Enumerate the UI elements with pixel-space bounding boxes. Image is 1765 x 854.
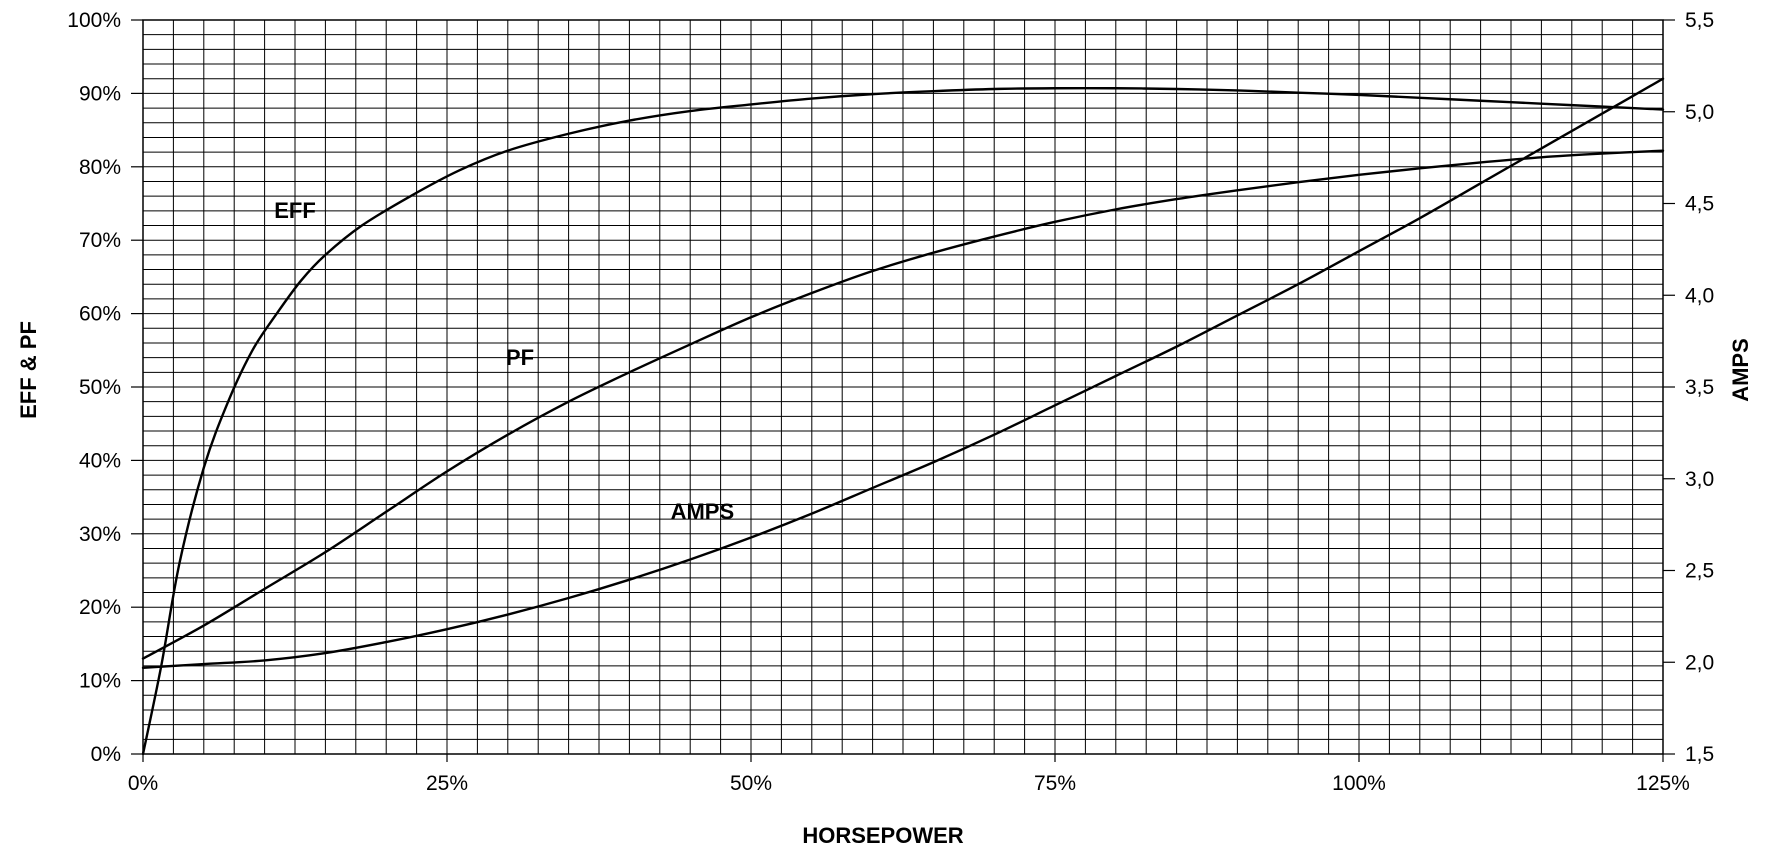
right-tick-label: 4,0 — [1685, 284, 1714, 307]
x-axis-title: HORSEPOWER — [802, 823, 963, 848]
series-line-pf — [141, 149, 1665, 660]
left-tick-label: 20% — [79, 596, 121, 619]
right-axis: 1,5 2,0 2,5 3,0 3,5 4,0 4,5 5,0 5,5 — [1663, 9, 1714, 766]
right-tick-label: 4,5 — [1685, 193, 1714, 216]
chart-grid — [142, 19, 1664, 755]
right-tick-label: 3,5 — [1685, 376, 1714, 399]
bottom-axis: 0% 25% 50% 75% 100% 125% — [128, 754, 1690, 795]
bottom-tick-label: 0% — [128, 772, 158, 795]
right-tick-label: 5,5 — [1685, 9, 1714, 32]
bottom-tick-label: 125% — [1636, 772, 1690, 795]
left-tick-label: 40% — [79, 449, 121, 472]
bottom-tick-label: 100% — [1332, 772, 1386, 795]
left-axis-title: EFF & PF — [16, 321, 41, 419]
left-tick-label: 60% — [79, 303, 121, 326]
left-tick-label: 10% — [79, 670, 121, 693]
left-axis: 0% 10% 20% 30% 40% 50% 60% 70% 80% 90% 100% — [67, 9, 143, 766]
chart-curves — [141, 77, 1665, 756]
series-line-eff — [141, 86, 1665, 756]
bottom-tick-label: 25% — [426, 772, 468, 795]
series-line-amps — [141, 77, 1665, 669]
right-tick-label: 3,0 — [1685, 468, 1714, 491]
right-tick-label: 2,5 — [1685, 560, 1714, 583]
left-tick-label: 50% — [79, 376, 121, 399]
left-tick-label: 30% — [79, 523, 121, 546]
left-tick-label: 0% — [91, 743, 121, 766]
curve-label-eff: EFF — [274, 198, 316, 223]
bottom-tick-label: 50% — [730, 772, 772, 795]
left-tick-label: 90% — [79, 82, 121, 105]
right-axis-title: AMPS — [1728, 338, 1753, 402]
curve-label-amps: AMPS — [671, 499, 735, 524]
left-tick-label: 70% — [79, 229, 121, 252]
left-tick-label: 100% — [67, 9, 121, 32]
bottom-tick-label: 75% — [1034, 772, 1076, 795]
right-tick-label: 1,5 — [1685, 743, 1714, 766]
curve-label-pf: PF — [506, 345, 534, 370]
curve-labels: EFF PF AMPS — [274, 198, 734, 524]
right-tick-label: 5,0 — [1685, 101, 1714, 124]
right-tick-label: 2,0 — [1685, 651, 1714, 674]
left-tick-label: 80% — [79, 156, 121, 179]
